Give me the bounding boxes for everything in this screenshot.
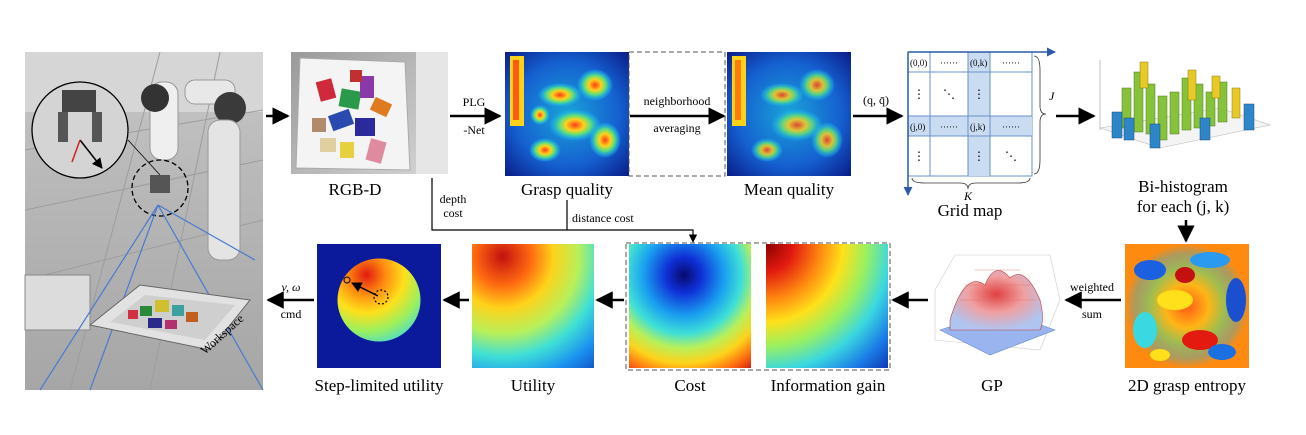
caption-grasp-quality: Grasp quality xyxy=(521,180,614,199)
row0-dots-2: ······ xyxy=(1002,58,1020,68)
col0-vdots-2: ⋮ xyxy=(913,149,925,163)
caption-rgbd: RGB-D xyxy=(329,180,382,199)
colk-vdots: ⋮ xyxy=(973,87,985,101)
caption-step-utility: Step-limited utility xyxy=(315,376,444,395)
grid-K-label: K xyxy=(963,189,973,203)
cost-heatmap xyxy=(629,244,751,368)
gp-surface-plot xyxy=(934,254,1061,356)
caption-cost: Cost xyxy=(674,376,705,395)
caption-grid-map: Grid map xyxy=(938,201,1003,220)
cost-info-frame xyxy=(625,242,891,371)
col0-vdots: ⋮ xyxy=(913,87,925,101)
label-sum: sum xyxy=(1082,307,1103,321)
cell-jk: (j,k) xyxy=(970,122,985,132)
mean-quality-heatmap xyxy=(727,52,851,176)
caption-bihist-2: for each (j, k) xyxy=(1137,197,1230,216)
ddots-2: ⋱ xyxy=(1005,149,1017,163)
entropy-heatmap xyxy=(1125,244,1249,368)
step-limited-utility-map xyxy=(317,244,441,368)
label-cost: cost xyxy=(443,206,463,220)
rowj-dots-2: ······ xyxy=(1002,122,1020,132)
label-q-qbar: (q, q̄) xyxy=(863,93,889,107)
cell-0k: (0,k) xyxy=(970,58,987,68)
bi-histogram-chart xyxy=(1099,60,1272,149)
caption-entropy: 2D grasp entropy xyxy=(1128,376,1247,395)
label-distance-cost: distance cost xyxy=(572,211,634,225)
colk-vdots-2: ⋮ xyxy=(973,149,985,163)
label-weighted: weighted xyxy=(1070,280,1114,294)
row0-dots: ······ xyxy=(940,58,958,68)
grid-map: (0,0) (0,k) (j,0) (j,k) ······ ······ ··… xyxy=(903,47,1056,196)
label-v-omega: v, ω xyxy=(282,280,301,294)
label-neighborhood: neighborhood xyxy=(644,94,711,108)
ddots-1: ⋱ xyxy=(943,87,955,101)
label-cmd: cmd xyxy=(281,307,302,321)
label-averaging: averaging xyxy=(653,121,700,135)
averaging-frame xyxy=(628,51,726,177)
rowj-dots: ······ xyxy=(940,122,958,132)
caption-gp: GP xyxy=(981,376,1003,395)
caption-mean-quality: Mean quality xyxy=(744,180,835,199)
caption-bihist-1: Bi-histogram xyxy=(1138,177,1228,196)
cell-j0: (j,0) xyxy=(910,122,925,132)
cell-00: (0,0) xyxy=(910,58,927,68)
connector-depth-cost xyxy=(431,178,698,243)
label-plg: PLG xyxy=(463,95,486,109)
caption-info-gain: Information gain xyxy=(771,376,886,395)
grid-J-label: J xyxy=(1049,89,1055,103)
utility-heatmap xyxy=(472,244,594,368)
label-depth: depth xyxy=(440,192,467,206)
info-gain-heatmap xyxy=(766,244,888,368)
grasp-quality-heatmap xyxy=(505,52,629,176)
robot-scene-image: Workspace xyxy=(24,51,264,391)
label-net: -Net xyxy=(463,123,485,137)
caption-utility: Utility xyxy=(511,376,556,395)
rgbd-image xyxy=(291,52,448,174)
